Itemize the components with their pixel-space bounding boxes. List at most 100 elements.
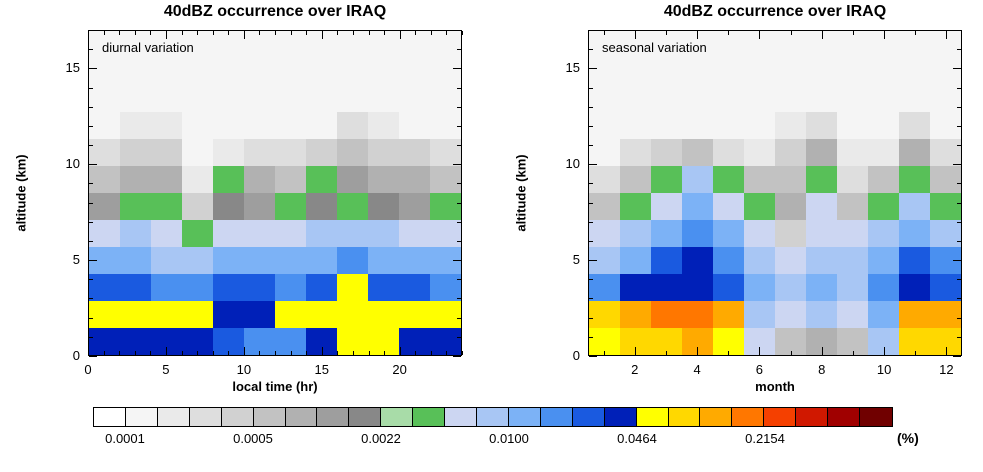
- axis-tick: [634, 347, 636, 355]
- heatmap-cell: [682, 166, 713, 193]
- colorbar-segment: [700, 408, 733, 426]
- heatmap-cell: [589, 58, 620, 85]
- heatmap-cell: [368, 58, 399, 85]
- heatmap-cell: [213, 220, 244, 247]
- y-tick-label: 0: [572, 348, 580, 363]
- heatmap-cell: [837, 139, 868, 166]
- colorbar-segment: [860, 408, 892, 426]
- heatmap-cell: [182, 58, 213, 85]
- heatmap-cell: [651, 301, 682, 328]
- x-tick-label: 20: [392, 362, 407, 377]
- heatmap-cell: [430, 193, 461, 220]
- y-tick-label: 15: [565, 60, 580, 76]
- axis-tick: [957, 87, 961, 89]
- axis-tick: [368, 351, 370, 355]
- heatmap-cell: [244, 274, 275, 301]
- heatmap-cell: [244, 139, 275, 166]
- heatmap-cell: [275, 85, 306, 112]
- axis-tick: [821, 347, 823, 355]
- axis-tick: [665, 31, 667, 35]
- axis-tick: [589, 260, 597, 262]
- axis-tick: [368, 31, 370, 35]
- heatmap-cell: [306, 274, 337, 301]
- heatmap-cell: [89, 301, 120, 328]
- heatmap-cell: [213, 247, 244, 274]
- colorbar-tick-label: 0.0001: [105, 431, 145, 446]
- axis-tick: [446, 31, 448, 35]
- axis-tick: [589, 164, 597, 166]
- heatmap-cell: [713, 274, 744, 301]
- heatmap-cell: [120, 139, 151, 166]
- heatmap-cell: [589, 112, 620, 139]
- axis-tick: [957, 49, 961, 51]
- axis-tick: [457, 317, 461, 319]
- axis-tick: [453, 356, 461, 357]
- heatmap-cell: [713, 85, 744, 112]
- y-axis-label: altitude (km): [13, 154, 29, 232]
- heatmap-cell: [930, 85, 961, 112]
- colorbar-segment: [381, 408, 414, 426]
- heatmap-cell: [775, 328, 806, 355]
- heatmap-cell: [275, 274, 306, 301]
- heatmap-cell: [182, 301, 213, 328]
- heatmap-cell: [244, 301, 275, 328]
- heatmap-cell: [899, 301, 930, 328]
- heatmap-cell: [368, 193, 399, 220]
- heatmap-grid: [89, 31, 461, 355]
- axis-tick: [957, 145, 961, 147]
- heatmap-cell: [620, 220, 651, 247]
- axis-tick: [384, 351, 386, 355]
- heatmap-cell: [399, 139, 430, 166]
- axis-tick: [589, 279, 593, 281]
- heatmap-cell: [837, 301, 868, 328]
- colorbar-segment: [477, 408, 509, 426]
- heatmap-cell: [620, 274, 651, 301]
- heatmap-cell: [682, 193, 713, 220]
- axis-tick: [589, 145, 593, 147]
- axis-tick: [181, 31, 183, 35]
- heatmap-cell: [806, 112, 837, 139]
- heatmap-cell: [837, 31, 868, 58]
- axis-tick: [321, 31, 323, 39]
- heatmap-cell: [306, 85, 337, 112]
- colorbar-segment: [349, 408, 382, 426]
- axis-tick: [337, 351, 339, 355]
- heatmap-cell: [89, 193, 120, 220]
- axis-tick: [457, 87, 461, 89]
- axis-tick: [589, 125, 593, 127]
- heatmap-cell: [775, 139, 806, 166]
- axis-tick: [306, 31, 308, 35]
- heatmap-cell: [775, 31, 806, 58]
- axis-tick: [321, 347, 323, 355]
- colorbar-segment: [157, 408, 190, 426]
- heatmap-cell: [89, 58, 120, 85]
- heatmap-cell: [430, 112, 461, 139]
- heatmap-cell: [89, 139, 120, 166]
- heatmap-cell: [868, 247, 899, 274]
- heatmap-cell: [213, 274, 244, 301]
- heatmap-cell: [337, 31, 368, 58]
- axis-tick: [457, 202, 461, 204]
- heatmap-cell: [151, 166, 182, 193]
- axis-tick: [89, 221, 93, 223]
- heatmap-cell: [744, 193, 775, 220]
- heatmap-cell: [651, 58, 682, 85]
- heatmap-cell: [244, 31, 275, 58]
- axis-tick: [589, 221, 593, 223]
- axis-tick: [89, 125, 93, 127]
- heatmap-cell: [120, 58, 151, 85]
- axis-tick: [457, 106, 461, 108]
- heatmap-cell: [868, 274, 899, 301]
- heatmap-cell: [151, 220, 182, 247]
- heatmap-cell: [244, 112, 275, 139]
- heatmap-cell: [182, 328, 213, 355]
- heatmap-cell: [368, 85, 399, 112]
- heatmap-cell: [399, 274, 430, 301]
- axis-tick: [957, 240, 961, 242]
- axis-tick: [453, 68, 461, 70]
- heatmap-cell: [713, 247, 744, 274]
- heatmap-cell: [744, 112, 775, 139]
- axis-tick: [134, 351, 136, 355]
- axis-tick: [415, 31, 417, 35]
